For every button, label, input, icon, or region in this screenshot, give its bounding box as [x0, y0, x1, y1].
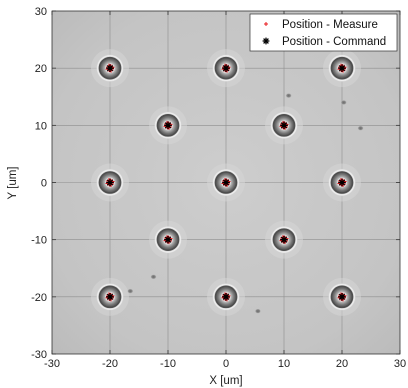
command-marker — [106, 178, 114, 187]
x-tick-label: -20 — [102, 358, 118, 370]
y-tick-label: 20 — [35, 63, 47, 75]
star-stroke — [222, 179, 230, 186]
bead-ring — [214, 285, 238, 309]
star-stroke — [263, 38, 269, 44]
bead-ring — [98, 56, 122, 80]
legend-box — [249, 13, 398, 52]
command-marker — [338, 64, 346, 72]
x-axis-label: X [um] — [209, 375, 242, 387]
legend-measure-marker — [264, 22, 268, 26]
y-tick-label: -30 — [31, 349, 47, 361]
y-tick-label: -20 — [31, 292, 47, 304]
bead-ring — [214, 56, 238, 80]
legend-command-label: Position - Command — [282, 36, 386, 48]
star-stroke — [164, 236, 172, 243]
x-tick-label: 0 — [223, 358, 229, 370]
markers — [105, 63, 347, 302]
star-stroke — [106, 179, 114, 186]
legend-measure-label: Position - Measure — [282, 19, 378, 31]
star-stroke — [222, 293, 230, 300]
star-stroke — [338, 293, 346, 300]
bead-ring — [330, 285, 354, 309]
command-marker — [280, 121, 288, 130]
command-marker — [164, 235, 172, 244]
command-marker — [338, 293, 346, 301]
dust-particle — [127, 288, 134, 294]
dust-particle — [285, 93, 292, 99]
dust-particle — [357, 125, 364, 131]
y-tick-label: 30 — [35, 6, 47, 18]
star-stroke — [338, 65, 346, 72]
command-marker — [222, 293, 230, 301]
command-marker — [222, 178, 230, 187]
y-tick-label: -10 — [31, 235, 47, 247]
star-stroke — [338, 179, 346, 186]
y-axis-label: Y [um] — [7, 166, 19, 199]
star-stroke — [280, 236, 288, 243]
command-marker — [280, 235, 288, 244]
command-marker — [222, 64, 230, 72]
command-marker — [106, 293, 114, 301]
bead-ring — [330, 56, 354, 80]
x-tick-label: 10 — [278, 358, 290, 370]
bead-ring — [156, 228, 180, 251]
star-stroke — [222, 65, 230, 72]
x-tick-label: -30 — [44, 358, 60, 370]
axes: -30 -20 -10 0 10 20 30 -30 -20 -10 0 10 20 30 — [31, 6, 406, 370]
command-marker — [338, 178, 346, 187]
bead-ring — [98, 285, 122, 309]
bead-ring — [214, 171, 238, 194]
star-stroke — [106, 293, 114, 300]
x-tick-label: -10 — [160, 358, 176, 370]
x-tick-label: 30 — [394, 358, 406, 370]
bead-ring — [98, 171, 122, 194]
dust-particle — [150, 274, 157, 280]
bead-ring — [272, 114, 296, 137]
bead-ring — [272, 228, 296, 251]
y-tick-label: 10 — [35, 120, 47, 132]
legend-star — [262, 37, 270, 45]
dust-particle — [340, 99, 347, 106]
legend: Position - Measure Position - Command — [249, 13, 398, 52]
command-marker — [106, 64, 114, 72]
star-stroke — [164, 122, 172, 129]
y-tick-label: 0 — [41, 178, 47, 190]
bead-ring — [156, 114, 180, 137]
command-marker — [164, 121, 172, 130]
bead-ring — [330, 171, 354, 194]
star-stroke — [280, 122, 288, 129]
dust-particle — [254, 308, 262, 314]
star-stroke — [106, 65, 114, 72]
legend-command-marker — [262, 37, 270, 45]
x-tick-label: 20 — [336, 358, 348, 370]
